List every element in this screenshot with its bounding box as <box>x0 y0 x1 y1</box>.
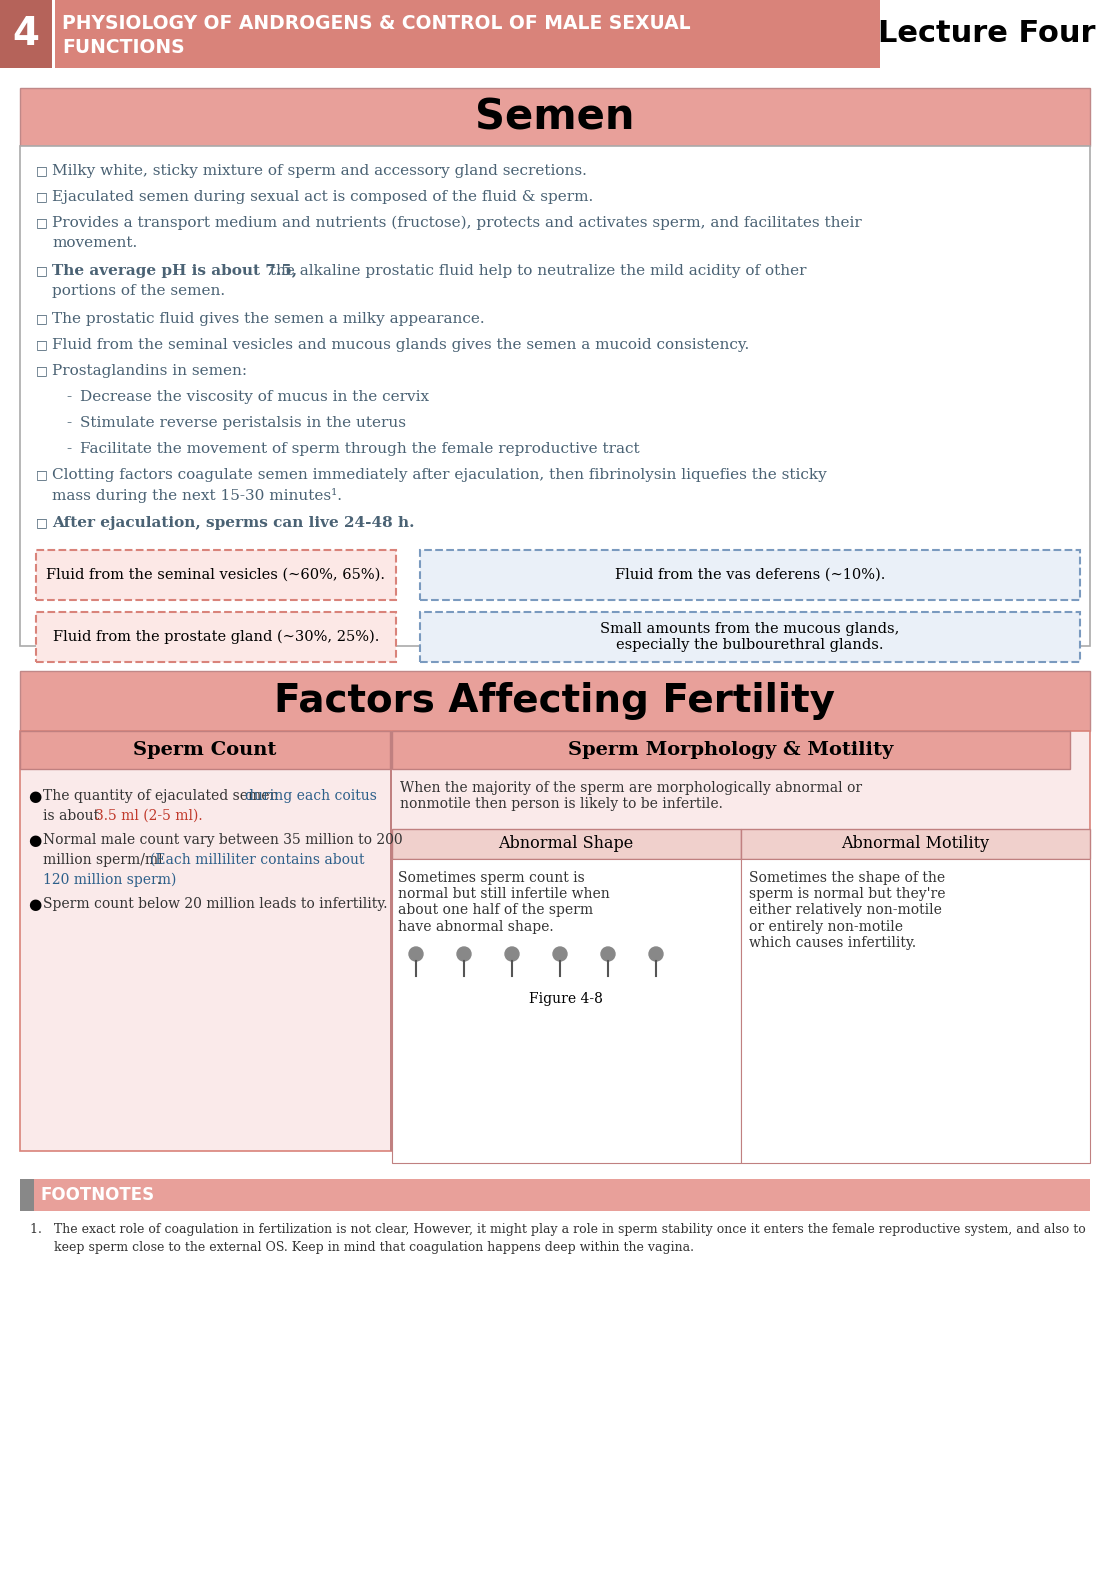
Bar <box>20 732 1090 1151</box>
Text: □: □ <box>36 264 48 276</box>
Text: The prostatic fluid gives the semen a milky appearance.: The prostatic fluid gives the semen a mi… <box>52 312 485 327</box>
Text: FUNCTIONS: FUNCTIONS <box>62 38 184 57</box>
Text: □: □ <box>36 517 48 529</box>
Circle shape <box>553 947 567 961</box>
Text: Milky white, sticky mixture of sperm and accessory gland secretions.: Milky white, sticky mixture of sperm and… <box>52 163 587 177</box>
Text: keep sperm close to the external OS. Keep in mind that coagulation happens deep : keep sperm close to the external OS. Kee… <box>30 1240 694 1254</box>
Bar <box>420 550 1080 600</box>
Bar <box>20 1179 1090 1210</box>
Bar <box>420 612 1080 663</box>
Text: 4: 4 <box>12 16 40 53</box>
Bar <box>740 829 1090 859</box>
Text: 3.5 ml (2-5 ml).: 3.5 ml (2-5 ml). <box>95 809 203 823</box>
Text: (Each milliliter contains about: (Each milliliter contains about <box>150 853 364 867</box>
Bar <box>0 0 880 68</box>
Circle shape <box>649 947 663 961</box>
Text: Clotting factors coagulate semen immediately after ejaculation, then fibrinolysi: Clotting factors coagulate semen immedia… <box>52 468 827 482</box>
Text: portions of the semen.: portions of the semen. <box>52 284 225 298</box>
Bar <box>392 829 740 859</box>
Text: □: □ <box>36 312 48 325</box>
Text: Sometimes the shape of the
sperm is normal but they're
either relatively non-mot: Sometimes the shape of the sperm is norm… <box>749 871 946 950</box>
Text: -: - <box>65 416 71 430</box>
Text: □: □ <box>36 217 48 229</box>
Text: Provides a transport medium and nutrients (fructose), protects and activates spe: Provides a transport medium and nutrient… <box>52 217 861 231</box>
Text: □: □ <box>36 190 48 203</box>
Text: Prostaglandins in semen:: Prostaglandins in semen: <box>52 364 248 378</box>
Text: mass during the next 15-30 minutes¹.: mass during the next 15-30 minutes¹. <box>52 488 342 502</box>
Text: Fluid from the prostate gland (∼30%, 25%).: Fluid from the prostate gland (∼30%, 25%… <box>53 630 380 644</box>
Circle shape <box>505 947 519 961</box>
Text: 120 million sperm): 120 million sperm) <box>43 873 176 887</box>
Text: Facilitate the movement of sperm through the female reproductive tract: Facilitate the movement of sperm through… <box>80 443 639 455</box>
Bar <box>392 859 740 1163</box>
Text: Decrease the viscosity of mucus in the cervix: Decrease the viscosity of mucus in the c… <box>80 389 430 403</box>
Text: The quantity of ejaculated semen: The quantity of ejaculated semen <box>43 790 283 802</box>
Text: Abnormal Motility: Abnormal Motility <box>841 835 989 853</box>
Bar <box>392 732 1070 769</box>
Bar <box>20 146 1090 645</box>
Text: □: □ <box>36 338 48 352</box>
Text: 1.   The exact role of coagulation in fertilization is not clear, However, it mi: 1. The exact role of coagulation in fert… <box>30 1223 1086 1236</box>
Bar <box>36 550 396 600</box>
Text: ●: ● <box>28 896 41 912</box>
Text: movement.: movement. <box>52 236 138 250</box>
Text: Fluid from the seminal vesicles and mucous glands gives the semen a mucoid consi: Fluid from the seminal vesicles and muco… <box>52 338 749 352</box>
Text: Ejaculated semen during sexual act is composed of the fluid & sperm.: Ejaculated semen during sexual act is co… <box>52 190 593 204</box>
Text: Small amounts from the mucous glands,
especially the bulbourethral glands.: Small amounts from the mucous glands, es… <box>601 622 900 652</box>
Circle shape <box>601 947 615 961</box>
Text: PHYSIOLOGY OF ANDROGENS & CONTROL OF MALE SEXUAL: PHYSIOLOGY OF ANDROGENS & CONTROL OF MAL… <box>62 14 690 33</box>
Bar <box>390 732 392 1151</box>
Bar <box>52 0 56 68</box>
Text: The average pH is about 7.5,: The average pH is about 7.5, <box>52 264 297 278</box>
Text: □: □ <box>36 163 48 177</box>
Text: After ejaculation, sperms can live 24-48 h.: After ejaculation, sperms can live 24-48… <box>52 517 414 531</box>
Text: -: - <box>65 389 71 403</box>
Bar <box>20 88 1090 146</box>
Text: Fluid from the seminal vesicles (∼60%, 65%).: Fluid from the seminal vesicles (∼60%, 6… <box>47 568 385 582</box>
Text: during each coitus: during each coitus <box>245 790 377 802</box>
Text: Sometimes sperm count is
normal but still infertile when
about one half of the s: Sometimes sperm count is normal but stil… <box>398 871 609 934</box>
Text: .: . <box>157 873 161 887</box>
Text: is about: is about <box>43 809 103 823</box>
Bar <box>20 670 1090 732</box>
Text: ●: ● <box>28 834 41 848</box>
Bar <box>20 1179 34 1210</box>
Text: FOOTNOTES: FOOTNOTES <box>40 1185 154 1204</box>
Text: Abnormal Shape: Abnormal Shape <box>498 835 634 853</box>
Text: □: □ <box>36 468 48 480</box>
Bar <box>36 612 396 663</box>
Text: Semen: Semen <box>475 96 635 138</box>
Text: Lecture Four: Lecture Four <box>878 19 1094 49</box>
Bar <box>740 859 1090 1163</box>
Text: -: - <box>65 443 71 455</box>
Bar <box>20 732 390 769</box>
Text: the alkaline prostatic fluid help to neutralize the mild acidity of other: the alkaline prostatic fluid help to neu… <box>265 264 807 278</box>
Text: Sperm Morphology & Motility: Sperm Morphology & Motility <box>568 741 894 758</box>
Text: Normal male count vary between 35 million to 200: Normal male count vary between 35 millio… <box>43 834 403 846</box>
Bar <box>0 0 52 68</box>
Text: Figure 4-8: Figure 4-8 <box>529 992 603 1006</box>
Circle shape <box>408 947 423 961</box>
Text: Factors Affecting Fertility: Factors Affecting Fertility <box>274 681 836 721</box>
Bar <box>880 0 1110 68</box>
Text: Sperm count below 20 million leads to infertility.: Sperm count below 20 million leads to in… <box>43 896 387 911</box>
Circle shape <box>457 947 471 961</box>
Text: When the majority of the sperm are morphologically abnormal or
nonmotile then pe: When the majority of the sperm are morph… <box>400 780 862 812</box>
Text: ●: ● <box>28 790 41 804</box>
Text: Stimulate reverse peristalsis in the uterus: Stimulate reverse peristalsis in the ute… <box>80 416 406 430</box>
Text: Sperm Count: Sperm Count <box>133 741 276 758</box>
Text: □: □ <box>36 364 48 377</box>
Text: million sperm/ml: million sperm/ml <box>43 853 166 867</box>
Text: Fluid from the vas deferens (∼10%).: Fluid from the vas deferens (∼10%). <box>615 568 885 582</box>
